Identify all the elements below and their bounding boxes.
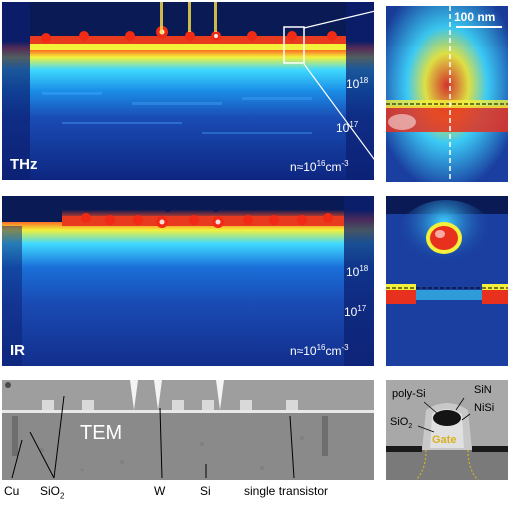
ir-zoom-map: [386, 196, 508, 366]
tem-callout-sio2: SiO2: [40, 484, 65, 501]
ir-label: IR: [10, 342, 25, 359]
zoom-region-box: [283, 26, 305, 64]
thz-level-high: 1018: [346, 76, 369, 91]
thz-zoom-map: 100 nm: [386, 6, 508, 182]
thz-label: THz: [10, 156, 38, 173]
tem-callout-cu: Cu: [4, 484, 20, 498]
ir-level-low: n≈1016cm-3: [290, 343, 349, 358]
scale-bar-label: 100 nm: [454, 10, 496, 24]
tem-zoom-sin: SiN: [474, 384, 492, 396]
tem-zoom-nisi: NiSi: [474, 402, 495, 414]
tem-label: TEM: [80, 422, 123, 444]
thz-level-low: n≈1016cm-3: [290, 159, 349, 174]
tem-zoom-sio2: SiO2: [390, 416, 413, 431]
ir-level-mid: 1017: [344, 304, 367, 319]
thz-level-mid: 1017: [336, 120, 359, 135]
ir-map: IR 1018 1017 n≈1016cm-3: [2, 196, 374, 366]
thz-map: THz 1018 1017 n≈1016cm-3: [2, 2, 374, 180]
tem-callout-transistor: single transistor: [244, 484, 329, 498]
tem-zoom-image: poly-Si SiN NiSi SiO2 Gate: [386, 380, 508, 480]
tem-zoom-poly-si: poly-Si: [392, 388, 426, 400]
tem-zoom-gate: Gate: [432, 434, 457, 446]
tem-callout-si: Si: [200, 484, 211, 498]
scale-bar: [456, 26, 502, 28]
ir-level-high: 1018: [346, 264, 369, 279]
tem-callout-w: W: [154, 484, 166, 498]
tem-image: TEM: [2, 380, 374, 480]
